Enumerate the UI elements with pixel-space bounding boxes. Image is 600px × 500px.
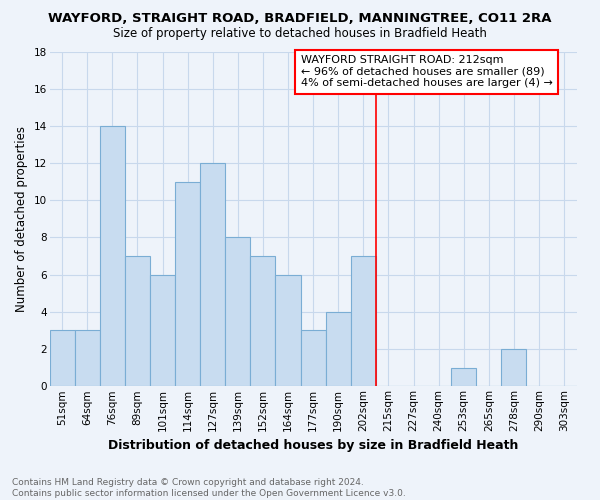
- Text: Contains HM Land Registry data © Crown copyright and database right 2024.
Contai: Contains HM Land Registry data © Crown c…: [12, 478, 406, 498]
- Bar: [200, 163, 225, 386]
- Bar: [175, 182, 200, 386]
- Bar: [451, 368, 476, 386]
- X-axis label: Distribution of detached houses by size in Bradfield Heath: Distribution of detached houses by size …: [108, 440, 518, 452]
- Bar: [275, 274, 301, 386]
- Bar: [125, 256, 150, 386]
- Text: WAYFORD, STRAIGHT ROAD, BRADFIELD, MANNINGTREE, CO11 2RA: WAYFORD, STRAIGHT ROAD, BRADFIELD, MANNI…: [48, 12, 552, 26]
- Bar: [50, 330, 74, 386]
- Bar: [326, 312, 351, 386]
- Bar: [351, 256, 376, 386]
- Bar: [250, 256, 275, 386]
- Bar: [502, 349, 526, 387]
- Bar: [74, 330, 100, 386]
- Bar: [225, 238, 250, 386]
- Bar: [100, 126, 125, 386]
- Text: WAYFORD STRAIGHT ROAD: 212sqm
← 96% of detached houses are smaller (89)
4% of se: WAYFORD STRAIGHT ROAD: 212sqm ← 96% of d…: [301, 55, 553, 88]
- Bar: [301, 330, 326, 386]
- Text: Size of property relative to detached houses in Bradfield Heath: Size of property relative to detached ho…: [113, 28, 487, 40]
- Y-axis label: Number of detached properties: Number of detached properties: [15, 126, 28, 312]
- Bar: [150, 274, 175, 386]
